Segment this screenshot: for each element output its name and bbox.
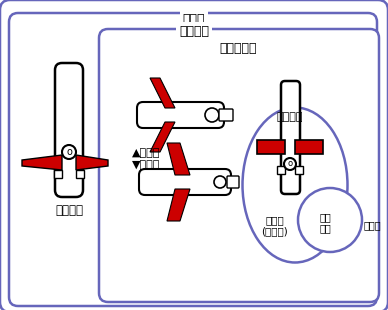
Text: 직선의
(사각익): 직선의 (사각익): [262, 215, 288, 237]
Text: 마름모: 마름모: [364, 220, 382, 230]
Circle shape: [298, 188, 362, 252]
Polygon shape: [167, 189, 190, 221]
Text: 정사
각형: 정사 각형: [319, 212, 331, 234]
Polygon shape: [22, 155, 62, 170]
FancyBboxPatch shape: [137, 102, 224, 128]
Circle shape: [284, 158, 296, 170]
Text: 평행사변형: 평행사변형: [219, 42, 257, 55]
Text: ▲후퇴익: ▲후퇴익: [132, 148, 160, 158]
Circle shape: [205, 108, 219, 122]
Text: 사다리꼴: 사다리꼴: [179, 25, 209, 38]
FancyBboxPatch shape: [139, 169, 231, 195]
Bar: [257, 140, 285, 154]
FancyBboxPatch shape: [99, 29, 379, 302]
Circle shape: [214, 176, 226, 188]
Ellipse shape: [242, 108, 348, 263]
FancyBboxPatch shape: [227, 176, 239, 188]
Text: o: o: [288, 160, 293, 169]
Polygon shape: [76, 155, 108, 170]
Bar: [277, 166, 285, 174]
Bar: [295, 166, 303, 174]
Bar: [54, 170, 62, 178]
FancyBboxPatch shape: [219, 109, 233, 121]
Text: 직사각형: 직사각형: [277, 113, 303, 122]
FancyBboxPatch shape: [9, 13, 377, 306]
Bar: [76, 170, 84, 178]
Text: ▼전직익: ▼전직익: [132, 160, 160, 170]
Polygon shape: [150, 78, 175, 108]
Polygon shape: [150, 122, 175, 152]
FancyBboxPatch shape: [281, 81, 300, 194]
Text: 테이퍼익: 테이퍼익: [55, 204, 83, 217]
Bar: [295, 140, 323, 154]
Polygon shape: [167, 143, 190, 175]
Circle shape: [62, 145, 76, 159]
Text: o: o: [66, 147, 72, 157]
Text: 사각형: 사각형: [183, 13, 205, 26]
FancyBboxPatch shape: [55, 63, 83, 197]
